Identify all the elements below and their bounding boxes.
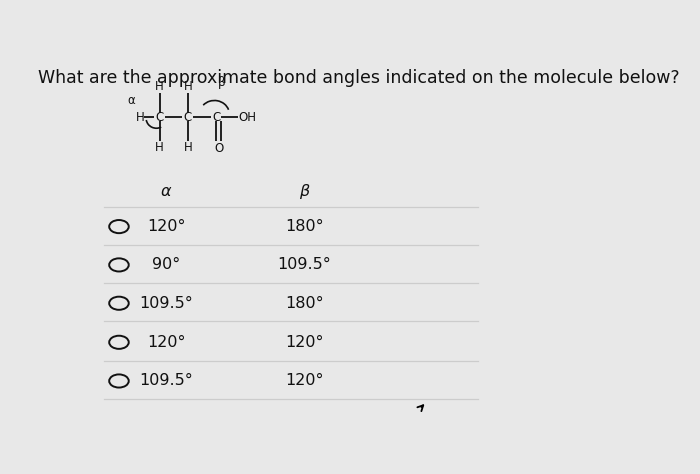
Text: α: α <box>161 184 172 200</box>
Text: What are the approximate bond angles indicated on the molecule below?: What are the approximate bond angles ind… <box>38 69 680 87</box>
Text: 120°: 120° <box>147 219 186 234</box>
Text: 109.5°: 109.5° <box>139 374 193 389</box>
Text: H: H <box>155 141 164 154</box>
Text: α: α <box>127 94 135 107</box>
Text: C: C <box>183 110 192 124</box>
Text: 109.5°: 109.5° <box>278 257 331 273</box>
Text: β: β <box>300 184 309 200</box>
Text: 180°: 180° <box>285 296 324 311</box>
Text: 120°: 120° <box>286 335 323 350</box>
Text: β: β <box>218 76 225 89</box>
Text: C: C <box>155 110 164 124</box>
Text: H: H <box>155 80 164 93</box>
Text: OH: OH <box>238 110 256 124</box>
Text: H: H <box>183 80 192 93</box>
Text: 109.5°: 109.5° <box>139 296 193 311</box>
Text: 120°: 120° <box>147 335 186 350</box>
Text: H: H <box>136 110 145 124</box>
Text: O: O <box>214 142 223 155</box>
Text: 90°: 90° <box>152 257 181 273</box>
Text: C: C <box>212 110 220 124</box>
Text: 120°: 120° <box>286 374 323 389</box>
Text: 180°: 180° <box>285 219 324 234</box>
Text: H: H <box>183 141 192 154</box>
